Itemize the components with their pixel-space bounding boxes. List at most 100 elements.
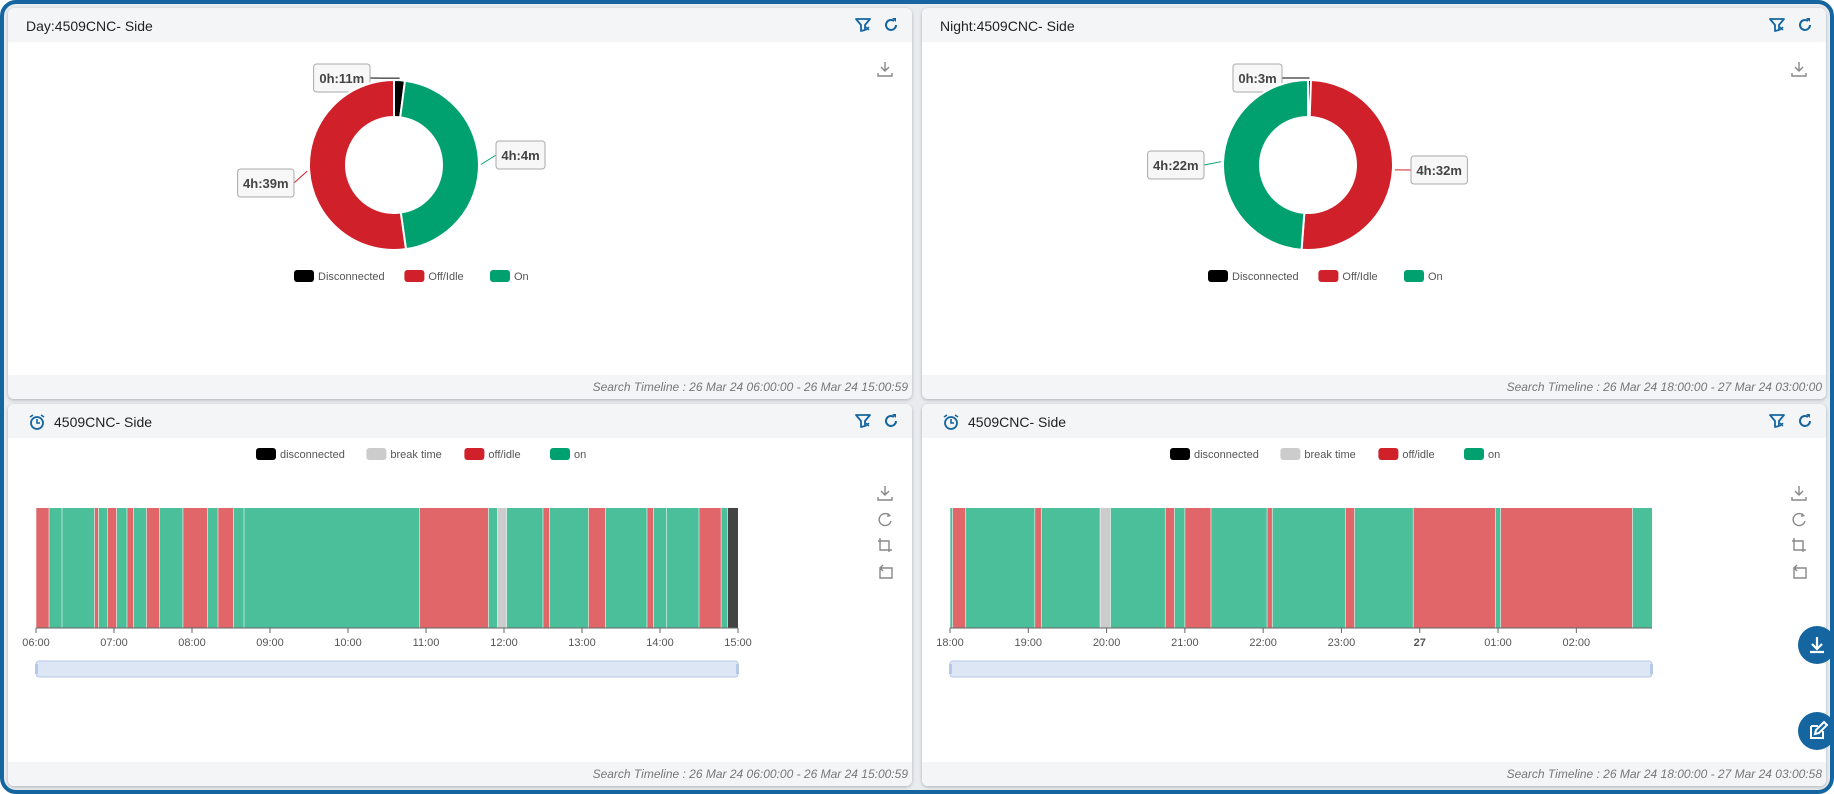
legend-label: off/idle — [488, 449, 520, 461]
timeline-segment — [497, 508, 507, 628]
data-label: 4h:4m — [501, 148, 539, 163]
timeline-segment — [1100, 508, 1111, 628]
data-label-box — [237, 168, 295, 198]
timeline-segment — [699, 508, 722, 628]
timeline-segment — [62, 508, 95, 628]
restore-icon[interactable] — [876, 510, 894, 528]
legend-swatch — [550, 448, 570, 460]
timeline-segment — [1210, 508, 1268, 628]
data-label-box — [313, 63, 371, 93]
timeline-segment — [1174, 508, 1185, 628]
zoom-handle-left — [949, 664, 952, 674]
legend-swatch — [1170, 448, 1190, 460]
legend-label: Off/Idle — [1342, 271, 1377, 283]
legend-label: Disconnected — [1232, 271, 1299, 283]
download-icon[interactable] — [1790, 60, 1808, 78]
timeline-segment — [1413, 508, 1496, 628]
restore-icon[interactable] — [1790, 510, 1808, 528]
panel-footer: Search Timeline : 26 Mar 24 06:00:00 - 2… — [8, 762, 912, 786]
x-tick-label: 15:00 — [724, 637, 752, 649]
timeline-segment — [94, 508, 99, 628]
data-label: 0h:3m — [1238, 71, 1276, 86]
zoom-back-icon[interactable] — [876, 562, 894, 580]
timeline-segment — [666, 508, 699, 628]
zoom-icon[interactable] — [876, 536, 894, 554]
legend-swatch — [1404, 270, 1424, 282]
panel-header: Night:4509CNC- Side — [922, 8, 1826, 42]
download-fab[interactable] — [1798, 626, 1830, 664]
filter-icon[interactable] — [1768, 16, 1786, 34]
panel-footer: Search Timeline : 26 Mar 24 18:00:00 - 2… — [922, 375, 1826, 399]
legend-label: Off/Idle — [428, 271, 463, 283]
filter-icon[interactable] — [1768, 412, 1786, 430]
timeline-segment — [182, 508, 208, 628]
data-label-box — [1410, 155, 1468, 185]
refresh-icon[interactable] — [1796, 412, 1814, 430]
search-timeline-text: Search Timeline : 26 Mar 24 06:00:00 - 2… — [592, 767, 908, 781]
zoom-icon[interactable] — [1790, 536, 1808, 554]
edit-fab[interactable] — [1798, 712, 1830, 750]
x-tick-label: 19:00 — [1015, 637, 1043, 649]
refresh-icon[interactable] — [882, 16, 900, 34]
timeline-segment — [1034, 508, 1042, 628]
x-tick-label: 20:00 — [1093, 637, 1121, 649]
data-label: 4h:22m — [1153, 158, 1199, 173]
legend-swatch — [294, 270, 314, 282]
timeline-segment — [1500, 508, 1633, 628]
panel-header: 4509CNC- Side — [8, 404, 912, 438]
data-label: 0h:11m — [319, 71, 364, 86]
donut-slice — [399, 79, 480, 251]
timeline-segment — [1110, 508, 1166, 628]
legend-swatch — [1378, 448, 1399, 460]
donut-slice — [1300, 79, 1394, 251]
x-tick-label: 13:00 — [568, 637, 596, 649]
x-tick-label: 18:00 — [936, 637, 964, 649]
x-tick-label: 23:00 — [1328, 637, 1356, 649]
panel-title: Night:4509CNC- Side — [940, 18, 1075, 34]
legend-swatch — [404, 270, 425, 282]
x-tick-label: 22:00 — [1249, 637, 1277, 649]
timeline-segment — [588, 508, 606, 628]
filter-icon[interactable] — [854, 16, 872, 34]
search-timeline-text: Search Timeline : 26 Mar 24 18:00:00 - 2… — [1506, 767, 1822, 781]
download-icon[interactable] — [876, 484, 894, 502]
timeline-segment — [1632, 508, 1652, 628]
x-tick-label: 10:00 — [334, 637, 362, 649]
timeline-segment — [605, 508, 647, 628]
label-leader — [1203, 161, 1222, 166]
zoom-back-icon[interactable] — [1790, 562, 1808, 580]
legend-label: disconnected — [1194, 449, 1259, 461]
timeline-segment — [1354, 508, 1414, 628]
legend-label: on — [574, 449, 586, 461]
label-leader — [480, 154, 497, 165]
download-icon[interactable] — [876, 60, 894, 78]
legend-label: break time — [1304, 449, 1355, 461]
timeline-segment — [506, 508, 543, 628]
day-donut-chart: 0h:11m 4h:4m 4h:39m Disconnected Off/Idle On — [237, 63, 546, 283]
download-icon[interactable] — [1790, 484, 1808, 502]
refresh-icon[interactable] — [882, 412, 900, 430]
legend-swatch — [1318, 270, 1339, 282]
panel-footer: Search Timeline : 26 Mar 24 18:00:00 - 2… — [922, 762, 1826, 786]
x-tick-label: 09:00 — [256, 637, 284, 649]
night-timeline-chart: 18:00 19:00 20:00 21:00 22:00 23:00 27 01:00 02:… — [936, 448, 1653, 678]
edit-fab-icon — [1810, 720, 1829, 739]
legend-swatch — [490, 270, 510, 282]
filter-icon[interactable] — [854, 412, 872, 430]
timeline-segment — [159, 508, 183, 628]
x-tick-label: 27 — [1414, 637, 1426, 649]
timeline-segment — [207, 508, 218, 628]
search-timeline-text: Search Timeline : 26 Mar 24 18:00:00 - 2… — [1506, 380, 1822, 394]
timeline-segment — [116, 508, 127, 628]
legend-label: disconnected — [280, 449, 345, 461]
timeline-segment — [965, 508, 1035, 628]
timeline-segment — [727, 508, 738, 628]
refresh-icon[interactable] — [1796, 16, 1814, 34]
x-tick-label: 21:00 — [1171, 637, 1199, 649]
timeline-segment — [1272, 508, 1346, 628]
legend-swatch — [1208, 270, 1228, 282]
legend-swatch — [1280, 448, 1301, 460]
timeline-segment — [488, 508, 498, 628]
timeline-segment — [1267, 508, 1273, 628]
donut-slice — [1222, 78, 1309, 251]
